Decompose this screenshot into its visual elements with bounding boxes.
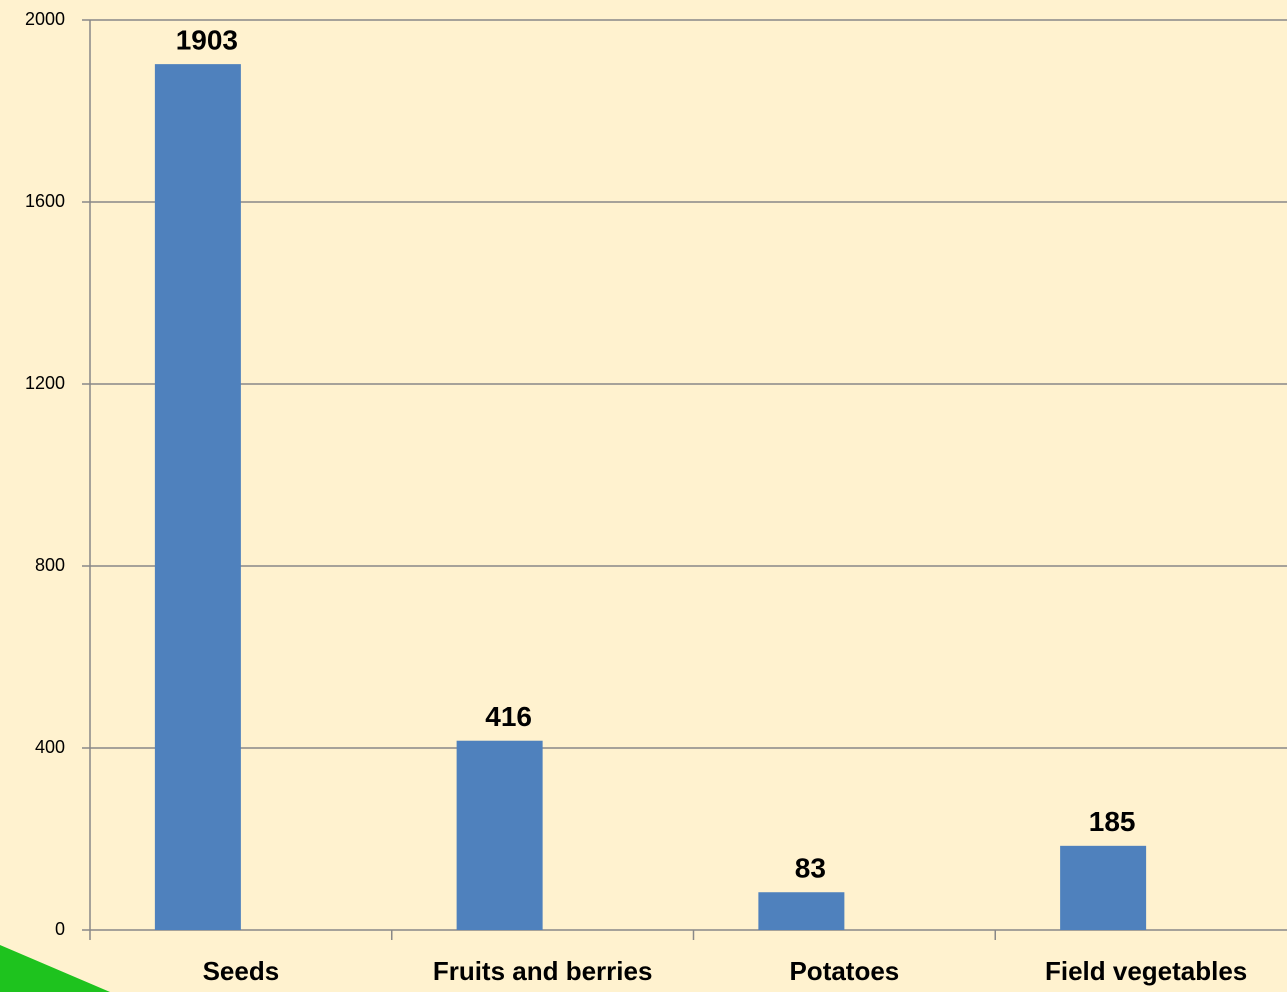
y-tick-label: 1600 [25,191,65,211]
bar [154,64,241,930]
bar [1060,845,1147,930]
x-tick-label: Field vegetables [1045,956,1247,986]
y-tick-label: 0 [55,919,65,939]
y-tick-label: 400 [35,737,65,757]
y-tick-label: 2000 [25,9,65,29]
value-label: 416 [485,701,532,732]
value-label: 185 [1089,806,1136,837]
bar [456,740,543,930]
x-tick-label: Fruits and berries [433,956,653,986]
x-tick-label: Seeds [203,956,280,986]
corner-decoration [0,945,110,992]
value-label: 1903 [176,25,238,56]
y-tick-label: 800 [35,555,65,575]
bar [758,892,845,930]
value-label: 83 [795,853,826,884]
y-tick-label: 1200 [25,373,65,393]
x-tick-label: Potatoes [789,956,899,986]
